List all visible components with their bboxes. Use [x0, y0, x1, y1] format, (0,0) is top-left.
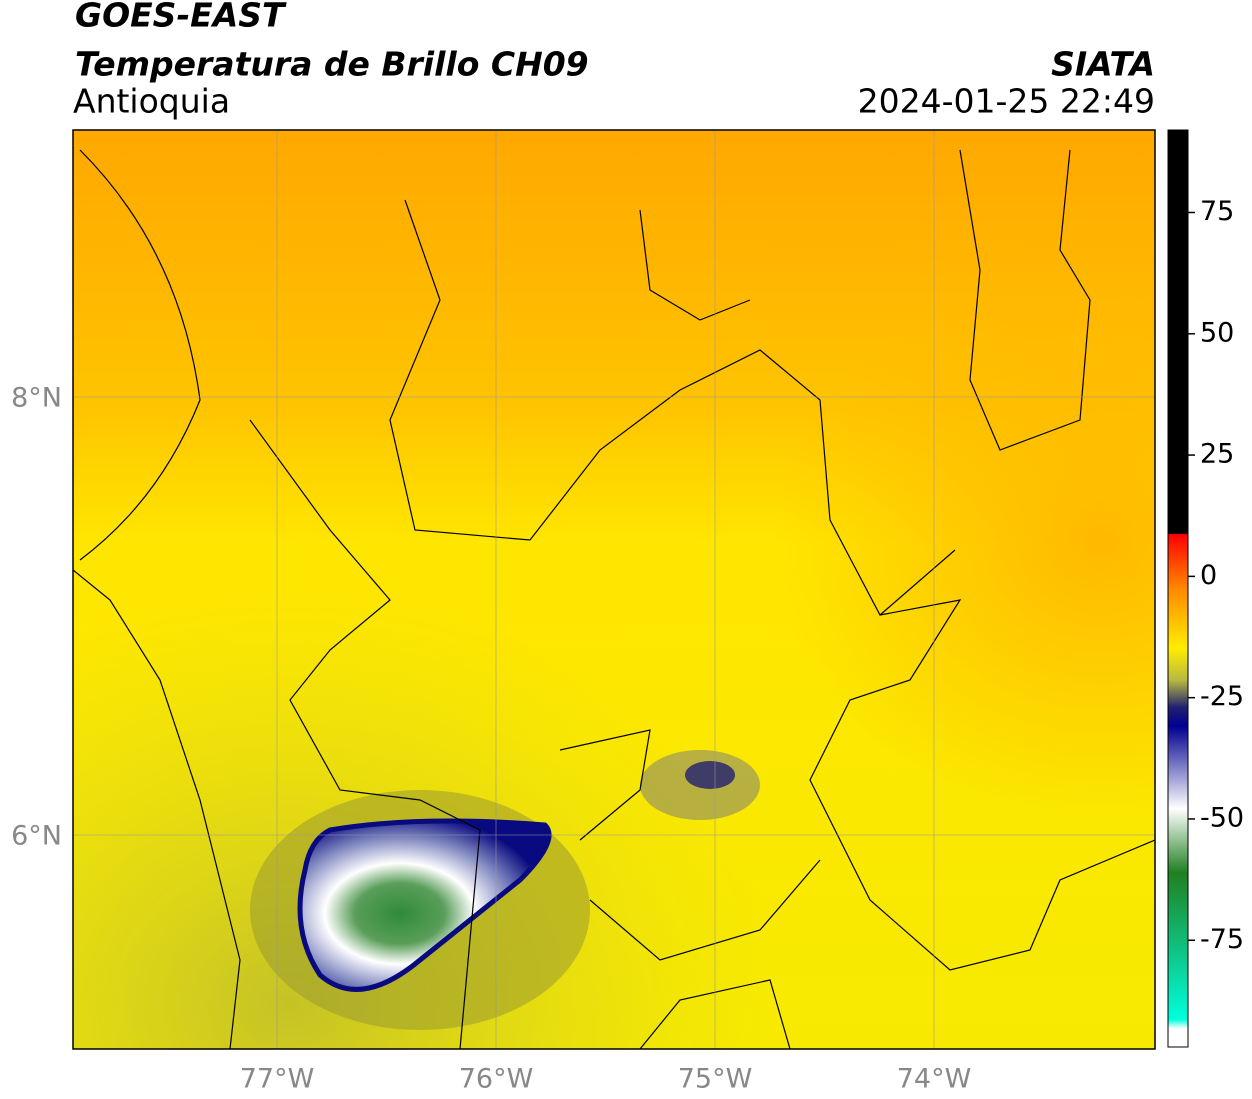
subtitle: Temperatura de Brillo CH09	[75, 45, 589, 84]
lat-label: 8°N	[11, 383, 62, 414]
region: Antioquia	[73, 82, 230, 121]
lon-label: 77°W	[240, 1064, 315, 1095]
timestamp: 2024-01-25 22:49	[858, 82, 1155, 121]
colorbar-tick-label: -50	[1200, 802, 1244, 833]
colorbar	[1167, 129, 1189, 1048]
map	[73, 130, 1155, 1049]
lon-label: 74°W	[897, 1064, 972, 1095]
colorbar-tick-label: -25	[1200, 681, 1244, 712]
colorbar-tick-label: 50	[1200, 317, 1234, 348]
map-frame	[72, 129, 1156, 1050]
lon-label: 76°W	[459, 1064, 534, 1095]
lon-label: 75°W	[678, 1064, 753, 1095]
colorbar-tick-label: 75	[1200, 196, 1234, 227]
source: SIATA	[1051, 45, 1155, 84]
lat-label: 6°N	[11, 821, 62, 852]
colorbar-tick-label: 25	[1200, 439, 1234, 470]
colorbar-tick-label: -75	[1200, 924, 1244, 955]
title: GOES-EAST	[75, 0, 287, 35]
colorbar-tick-label: 0	[1200, 560, 1217, 591]
